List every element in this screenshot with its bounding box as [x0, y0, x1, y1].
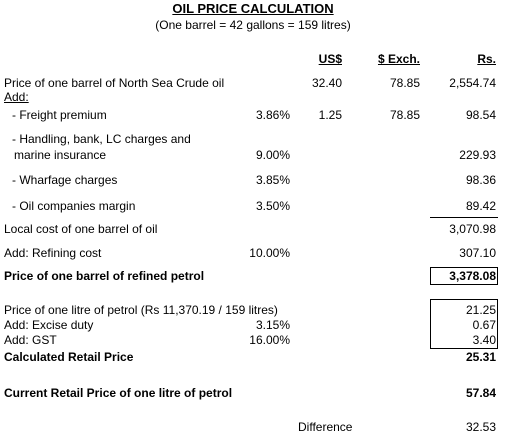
row-calc-label: Calculated Retail Price [4, 350, 134, 364]
row-litre-label: Price of one litre of petrol (Rs 11,370.… [4, 303, 278, 317]
row-current-label: Current Retail Price of one litre of pet… [4, 386, 233, 400]
row-handling-rs: 229.93 [459, 148, 496, 162]
row-handling-label-1: - Handling, bank, LC charges and [12, 132, 191, 146]
row-refining-label: Add: Refining cost [4, 246, 102, 260]
row-freight-label: - Freight premium [12, 108, 107, 122]
row-refined-rs: 3,378.08 [449, 269, 496, 283]
row-diff-rs: 32.53 [465, 420, 496, 434]
row-refining-rs: 307.10 [459, 246, 496, 260]
subtotal-rule [430, 217, 498, 218]
row-gst-rs: 3.40 [472, 333, 496, 347]
row-wharfage-rs: 98.36 [465, 173, 496, 187]
row-local-label: Local cost of one barrel of oil [4, 222, 158, 236]
row-calc-rs: 25.31 [465, 350, 496, 364]
row-crude-exch: 78.85 [389, 76, 420, 90]
header-exchange: $ Exch. [377, 52, 420, 66]
row-current-rs: 57.84 [465, 386, 496, 400]
row-crude-label: Price of one barrel of North Sea Crude o… [4, 76, 225, 90]
row-handling-pct: 9.00% [255, 148, 290, 162]
row-freight-pct: 3.86% [255, 108, 290, 122]
row-wharfage-label: - Wharfage charges [12, 173, 118, 187]
row-freight-usd: 1.25 [318, 108, 342, 122]
litre-values-box [430, 299, 498, 349]
row-excise-label: Add: Excise duty [4, 318, 94, 332]
row-litre-rs: 21.25 [465, 303, 496, 317]
row-crude-rs: 2,554.74 [449, 76, 496, 90]
row-excise-pct: 3.15% [255, 318, 290, 332]
add-label: Add: [4, 90, 29, 104]
row-crude-usd: 32.40 [311, 76, 342, 90]
row-refined-label: Price of one barrel of refined petrol [4, 269, 205, 283]
row-freight-rs: 98.54 [465, 108, 496, 122]
page-title: OIL PRICE CALCULATION [172, 1, 334, 16]
row-handling-label-2: marine insurance [14, 148, 107, 162]
page-subtitle: (One barrel = 42 gallons = 159 litres) [155, 18, 351, 32]
refined-total-box [430, 267, 498, 285]
row-excise-rs: 0.67 [472, 318, 496, 332]
row-local-rs: 3,070.98 [449, 222, 496, 236]
row-oilco-pct: 3.50% [255, 199, 290, 213]
row-wharfage-pct: 3.85% [255, 173, 290, 187]
row-oilco-label: - Oil companies margin [12, 199, 136, 213]
row-freight-exch: 78.85 [389, 108, 420, 122]
row-oilco-rs: 89.42 [465, 199, 496, 213]
row-diff-label: Difference [298, 420, 353, 434]
header-rs: Rs. [477, 52, 496, 66]
row-refining-pct: 10.00% [249, 246, 290, 260]
row-gst-label: Add: GST [4, 333, 57, 347]
header-usd: US$ [318, 52, 342, 66]
row-gst-pct: 16.00% [249, 333, 290, 347]
